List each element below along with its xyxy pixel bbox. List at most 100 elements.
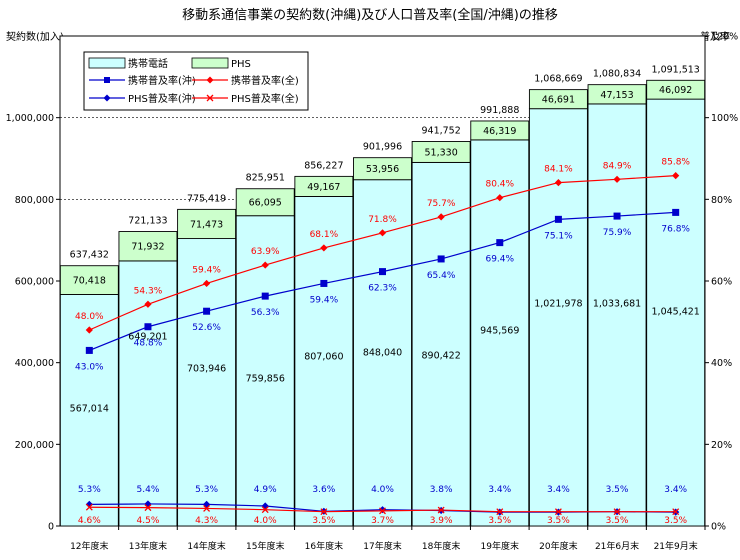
legend-marker-phs-oki — [103, 94, 111, 102]
keitai-oki-rate-point — [437, 255, 445, 263]
rate-label-phs-zen: 4.3% — [195, 516, 218, 526]
data-label-keitai: 649,201 — [128, 332, 167, 343]
rate-label-phs-oki: 5.3% — [78, 485, 101, 495]
keitai-zen-rate-point — [320, 244, 328, 252]
chart-title: 移動系通信事業の契約数(沖縄)及び人口普及率(全国/沖縄)の推移 — [182, 7, 558, 23]
keitai-oki-rate-point — [496, 239, 504, 247]
rate-label-keitai-zen: 75.7% — [427, 199, 456, 209]
data-label-keitai: 759,856 — [246, 374, 285, 385]
rate-label-keitai-zen: 84.9% — [603, 161, 632, 171]
rate-label-phs-oki: 3.4% — [664, 485, 687, 495]
data-label-phs: 46,092 — [659, 85, 692, 96]
legend-swatch-keitai — [88, 57, 126, 69]
rate-label-keitai-oki: 62.3% — [368, 284, 397, 294]
x-tick-label: 20年度末 — [539, 540, 577, 552]
x-tick-label: 12年度末 — [70, 540, 108, 552]
data-label-phs: 49,167 — [307, 182, 340, 193]
keitai-zen-rate-point — [378, 229, 387, 237]
x-tick-label: 16年度末 — [305, 540, 343, 552]
legend-marker-keitai-oki — [104, 77, 110, 83]
legend-label-phs-oki: PHS普及率(沖) — [128, 92, 196, 105]
phs-zen-rate-point — [203, 504, 211, 512]
rate-label-phs-zen: 3.5% — [664, 516, 687, 526]
phs-zen-rate-point — [144, 504, 152, 512]
keitai-zen-rate-point — [437, 213, 445, 221]
bar-phs — [470, 120, 530, 141]
bar-phs — [528, 89, 588, 110]
bar-phs — [646, 79, 706, 100]
bar-phs — [235, 188, 295, 217]
data-label-phs: 47,153 — [600, 90, 633, 101]
x-tick-label: 18年度末 — [422, 540, 460, 552]
data-label-total: 637,432 — [70, 250, 109, 261]
bar-phs — [353, 157, 412, 181]
x-tick-label: 15年度末 — [246, 540, 284, 552]
bar-keitai — [411, 161, 471, 527]
y2-tick-label: 0% — [711, 522, 726, 533]
data-label-keitai: 890,422 — [421, 351, 460, 362]
rate-label-phs-oki: 3.4% — [547, 485, 570, 495]
phs-zen-rate-point — [261, 506, 269, 514]
rate-label-keitai-zen: 59.4% — [192, 265, 221, 275]
y-tick-label: 0 — [48, 522, 54, 533]
data-label-total: 721,133 — [128, 216, 167, 227]
rate-label-phs-zen: 3.7% — [371, 516, 394, 526]
y2-tick-label: 80% — [711, 195, 732, 206]
rate-label-phs-zen: 4.5% — [137, 516, 160, 526]
bar-keitai — [528, 108, 588, 527]
bar-phs — [118, 231, 178, 262]
phs-zen-rate-point — [613, 508, 621, 516]
data-label-keitai: 567,014 — [70, 404, 109, 415]
rate-label-keitai-zen: 48.0% — [75, 312, 104, 322]
data-label-phs: 46,691 — [542, 95, 575, 106]
rate-label-keitai-zen: 71.8% — [368, 215, 397, 225]
rate-label-phs-zen: 3.9% — [430, 516, 453, 526]
data-label-total: 991,888 — [480, 105, 519, 116]
data-label-keitai: 807,060 — [304, 352, 343, 363]
data-label-keitai: 848,040 — [363, 348, 402, 359]
legend-label-keitai-zen: 携帯普及率(全) — [231, 74, 299, 87]
keitai-oki-rate-point — [672, 208, 680, 216]
keitai-zen-rate-point — [613, 175, 621, 183]
rate-label-keitai-oki: 69.4% — [485, 255, 514, 265]
phs-zen-rate-point — [496, 508, 504, 516]
keitai-oki-rate-point — [261, 292, 269, 300]
x-tick-label: 17年度末 — [363, 540, 401, 552]
rate-label-phs-zen: 4.0% — [254, 516, 277, 526]
data-label-phs: 46,319 — [483, 126, 516, 137]
data-label-total: 1,068,669 — [534, 74, 582, 85]
legend-marker-keitai-zen — [206, 76, 214, 84]
phs-oki-rate-point — [261, 502, 269, 510]
keitai-oki-rate-point — [554, 215, 562, 223]
data-label-total: 856,227 — [304, 160, 343, 171]
rate-label-keitai-oki: 52.6% — [192, 323, 221, 333]
data-label-keitai: 1,045,421 — [652, 307, 700, 318]
rate-label-phs-oki: 3.5% — [606, 485, 629, 495]
rate-label-keitai-zen: 85.8% — [661, 158, 690, 168]
x-tick-label: 13年度末 — [129, 540, 167, 552]
rate-label-keitai-zen: 84.1% — [544, 165, 573, 175]
bar-keitai — [646, 98, 706, 527]
rate-label-phs-zen: 4.6% — [78, 516, 101, 526]
keitai-zen-rate-point — [261, 261, 269, 269]
rate-label-phs-oki: 3.4% — [488, 485, 511, 495]
axes: 0 200,000 400,000 600,000 800,000 1,000,000 0%… — [6, 32, 739, 553]
rate-label-phs-zen: 3.5% — [488, 516, 511, 526]
data-label-phs: 71,932 — [131, 242, 164, 253]
data-labels: 70,418 637,432 71,932 721,133 71,473 775,419 6… — [70, 64, 700, 526]
data-label-phs: 70,418 — [73, 276, 106, 287]
data-label-keitai: 945,569 — [480, 326, 519, 337]
rate-label-keitai-oki: 65.4% — [427, 271, 456, 281]
phs-zen-rate-point — [85, 503, 93, 511]
phs-zen-rate-point — [320, 508, 328, 516]
phs-zen-rate-point — [672, 508, 680, 516]
y-tick-label: 800,000 — [15, 195, 54, 206]
phs-zen-rate-point — [379, 507, 386, 515]
keitai-zen-rate-point — [144, 300, 152, 308]
data-label-keitai: 703,946 — [187, 364, 226, 375]
keitai-zen-rate-point — [496, 194, 504, 202]
data-label-total: 941,752 — [421, 125, 460, 136]
rate-label-keitai-oki: 75.1% — [544, 231, 573, 241]
data-label-total: 825,951 — [246, 173, 285, 184]
